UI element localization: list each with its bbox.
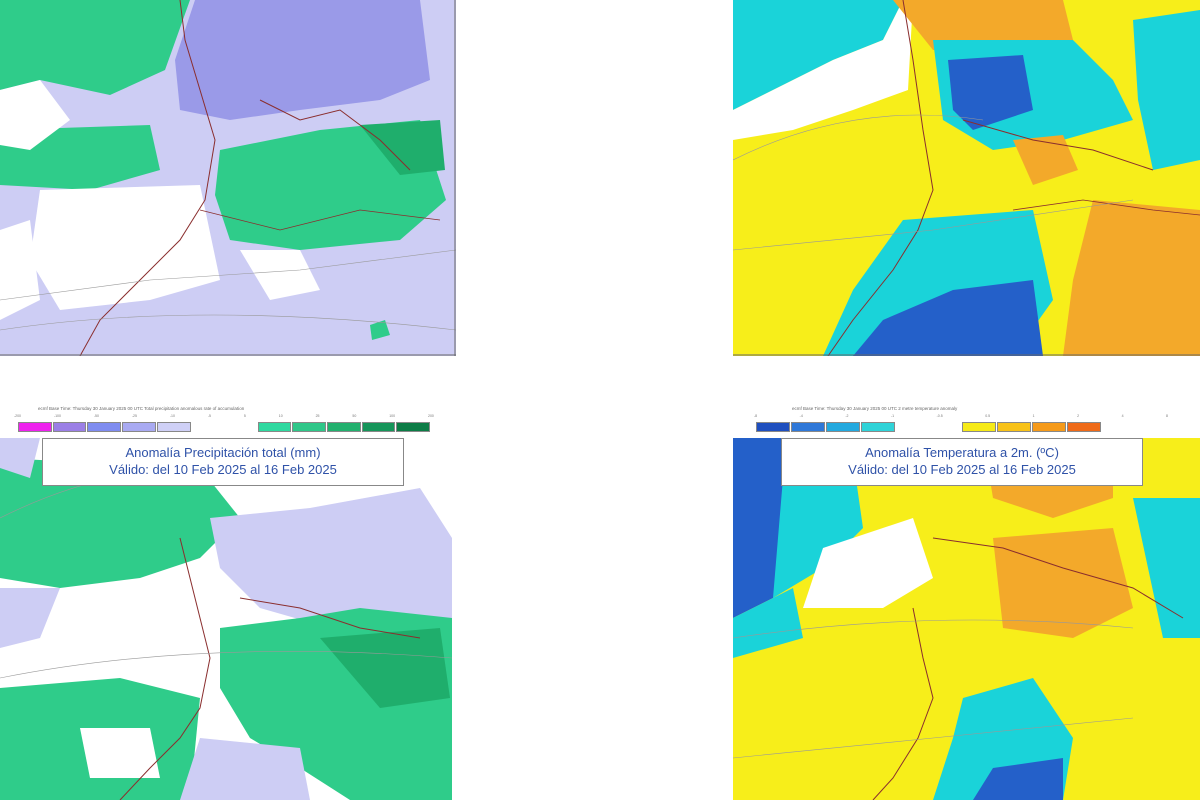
legend-tick: -10: [169, 414, 175, 418]
legend-tick: 50: [352, 414, 357, 418]
legend-tick: 10: [278, 414, 283, 418]
temp-title-box: Anomalía Temperatura a 2m. (ºC) Válido: …: [781, 438, 1143, 486]
legend-tick: -8: [754, 414, 758, 418]
legend-tick: 8: [1166, 414, 1168, 418]
legend-tick: 1: [1032, 414, 1035, 418]
legend-swatch: [361, 422, 396, 432]
legend-swatch: [861, 422, 895, 432]
temp-legend-ticks: -8 -4 -2 -1 -0.5 0.5 1 2 4 8: [754, 414, 1168, 418]
temp-validity: Válido: del 10 Feb 2025 al 16 Feb 2025: [848, 462, 1076, 477]
legend-swatch: [962, 422, 996, 432]
legend-tick: -0.5: [936, 414, 943, 418]
legend-swatch: [396, 422, 431, 432]
legend-swatch: [826, 422, 860, 432]
legend-swatch: [791, 422, 825, 432]
legend-swatch: [292, 422, 326, 432]
legend-tick: -5: [207, 414, 211, 418]
legend-tick: -2: [845, 414, 849, 418]
legend-swatch: [87, 422, 122, 432]
legend-swatch: [997, 422, 1031, 432]
legend-swatch: [122, 422, 156, 432]
temp-title: Anomalía Temperatura a 2m. (ºC): [865, 445, 1059, 460]
legend-swatch: [1032, 422, 1066, 432]
legend-tick: 5: [243, 414, 246, 418]
legend-tick: -200: [14, 414, 22, 418]
precip-map-top: [0, 0, 456, 356]
precip-map-top-graphic: [0, 0, 456, 356]
temp-map-bottom: Anomalía Temperatura a 2m. (ºC) Válido: …: [733, 438, 1200, 800]
precip-legend: [18, 422, 431, 434]
legend-swatch: [257, 422, 292, 432]
legend-tick: -1: [890, 414, 895, 418]
legend-tick: 200: [428, 414, 434, 418]
temp-map-top: [733, 0, 1200, 356]
precip-title: Anomalía Precipitación total (mm): [125, 445, 321, 460]
precip-caption: ecmf Base Time: Thursday 30 January 2025…: [38, 406, 245, 411]
precip-legend-ticks: -200 -100 -50 -25 -10 -5 5 10 25 50 100 200: [14, 414, 434, 418]
precip-map-bottom-graphic: [0, 438, 452, 800]
legend-swatch: [756, 422, 790, 432]
temp-map-top-graphic: [733, 0, 1200, 356]
temp-caption: ecmf Base Time: Thursday 30 January 2025…: [792, 406, 958, 411]
legend-tick: -50: [93, 414, 99, 418]
legend-swatch: [326, 422, 361, 432]
legend-swatch: [18, 422, 52, 432]
legend-tick: 4: [1121, 414, 1124, 418]
precip-title-box: Anomalía Precipitación total (mm) Válido…: [42, 438, 404, 486]
legend-tick: -25: [131, 414, 137, 418]
legend-tick: 0.5: [985, 414, 991, 418]
temp-legend: [756, 422, 1168, 434]
temp-map-bottom-graphic: [733, 438, 1200, 800]
legend-tick: 100: [389, 414, 396, 418]
legend-tick: 25: [315, 414, 320, 418]
precip-map-bottom: Anomalía Precipitación total (mm) Válido…: [0, 438, 452, 800]
legend-tick: -4: [799, 414, 803, 418]
legend-swatch: [52, 422, 87, 432]
legend-swatch: [1067, 422, 1101, 432]
precip-validity: Válido: del 10 Feb 2025 al 16 Feb 2025: [109, 462, 337, 477]
legend-tick: -100: [53, 414, 61, 418]
legend-swatch: [156, 422, 191, 432]
legend-tick: 2: [1077, 414, 1080, 418]
